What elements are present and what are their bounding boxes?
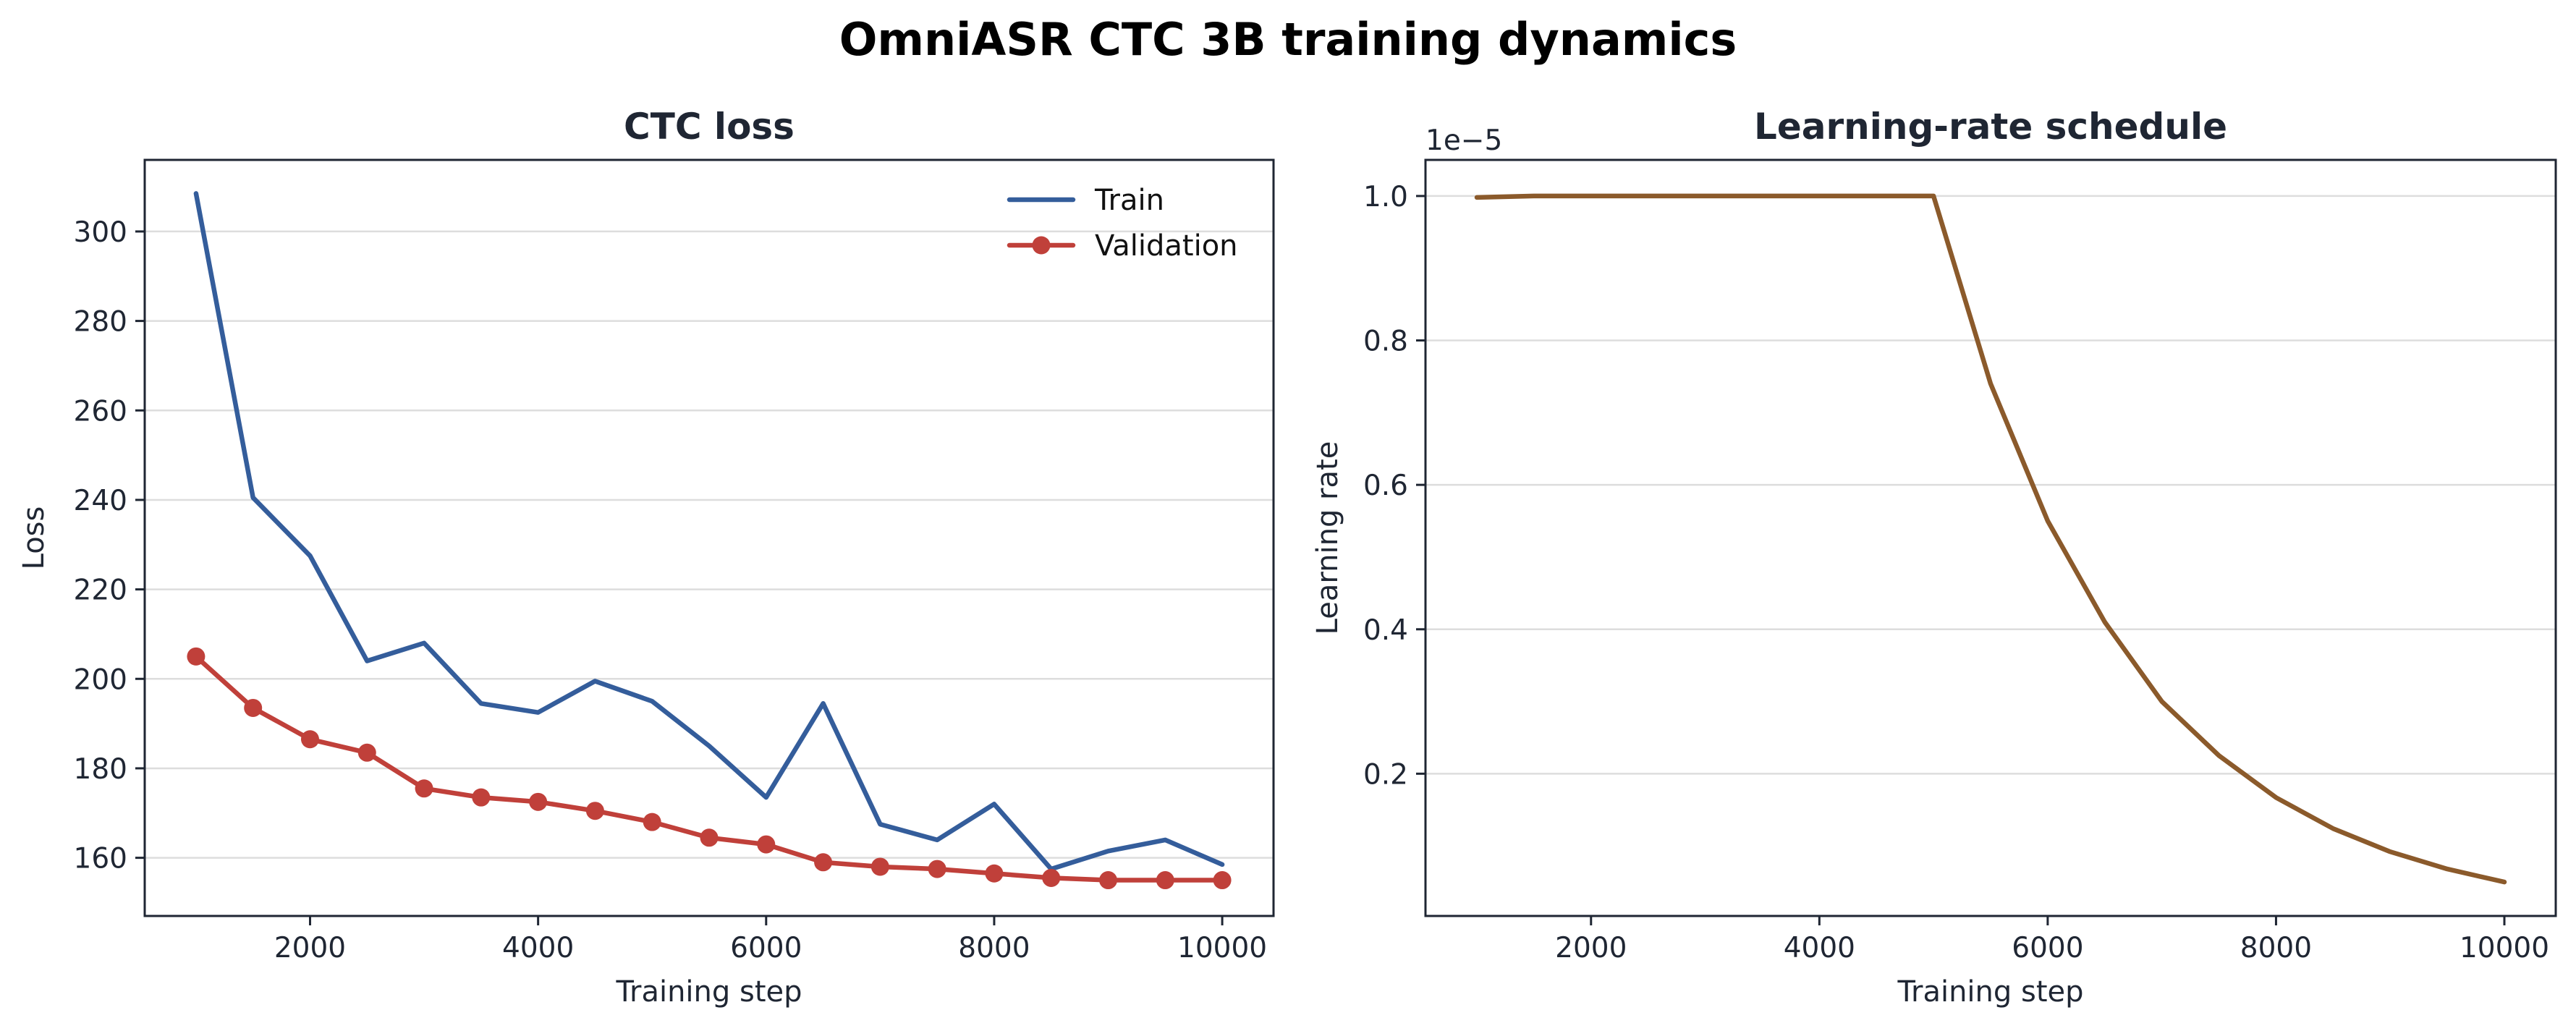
x-tick-label: 4000 [1784,932,1855,964]
y-tick-label: 0.8 [1363,326,1408,358]
x-tick-label: 6000 [730,932,802,964]
validation-point [814,853,833,872]
validation-point [643,813,661,831]
x-tick-label: 10000 [1177,932,1267,964]
x-tick-label: 4000 [502,932,574,964]
validation-point [1042,868,1061,887]
validation-point [757,835,776,854]
y-axis-label: Learning rate [1311,441,1344,635]
y-tick-label: 260 [74,395,127,428]
validation-point [529,792,548,811]
y-tick-label: 0.2 [1363,758,1408,791]
y-tick-label: 280 [74,306,127,339]
validation-point [1099,871,1118,890]
x-tick-label: 8000 [2240,932,2312,964]
x-tick-label: 10000 [2460,932,2549,964]
x-tick-label: 6000 [2012,932,2083,964]
y-offset-text: 1e−5 [1425,124,1502,157]
validation-point [1213,871,1232,890]
validation-point [415,779,433,798]
learning-rate-panel: 0.2 0.4 0.6 0.8 1.0 2000 4000 6000 8000 10000 Lear… [1311,106,2557,1009]
validation-point [928,860,946,878]
validation-point [187,647,206,666]
x-tick-label: 2000 [1555,932,1627,964]
validation-point [870,857,889,876]
x-tick-label: 2000 [274,932,346,964]
validation-point [985,864,1004,883]
validation-point [357,743,376,762]
axes-frame [143,158,1275,917]
validation-point [585,802,604,820]
lr-series-line [1474,193,2507,885]
y-tick-label: 1.0 [1363,181,1408,213]
validation-point [300,730,319,749]
legend-entry: Validation [1095,229,1238,263]
legend-marker [1032,236,1051,255]
y-tick-label: 240 [74,485,127,517]
x-axis-label: Training step [1897,975,2083,1009]
y-tick-label: 160 [74,843,127,875]
figure-title: OmniASR CTC 3B training dynamics [839,13,1737,66]
validation-point [244,698,263,717]
x-tick-label: 8000 [958,932,1030,964]
ctc-loss-panel: 160 180 200 220 240 260 280 300 2000 4000 6000 8000… [17,106,1275,1009]
y-tick-label: 220 [74,574,127,607]
x-axis-label: Training step [615,975,802,1009]
legend-entry: Train [1094,184,1164,217]
y-axis-label: Loss [17,506,51,570]
validation-point [1156,871,1174,890]
validation-point [472,788,491,807]
y-tick-label: 300 [74,216,127,249]
y-tick-label: 180 [74,753,127,786]
y-tick-label: 0.4 [1363,614,1408,647]
y-tick-label: 200 [74,663,127,696]
validation-point [700,828,719,847]
panel-title: Learning-rate schedule [1754,106,2227,148]
y-tick-label: 0.6 [1363,470,1408,502]
axes-frame [1424,158,2557,917]
panel-title: CTC loss [624,106,795,148]
